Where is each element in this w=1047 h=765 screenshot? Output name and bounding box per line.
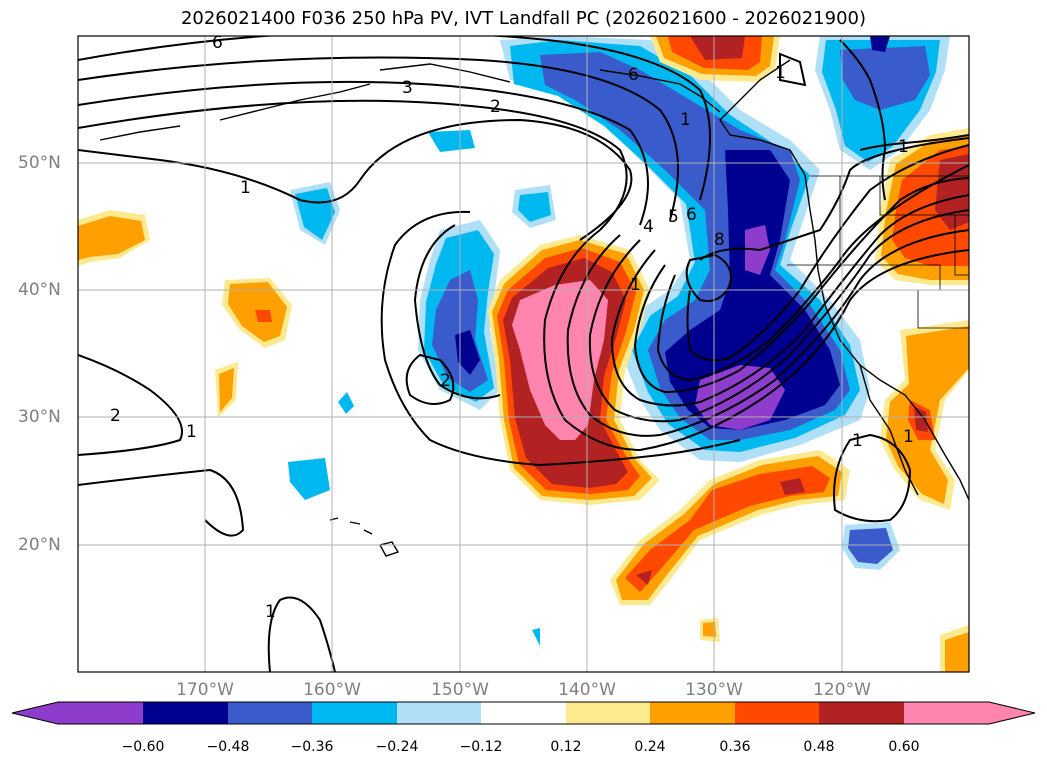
lon-label-140w: 140°W [558, 680, 616, 700]
colorbar-cell [481, 702, 566, 724]
colorbar-cell [12, 702, 143, 724]
contour-label: 3 [402, 78, 413, 98]
contour-label: 1 [775, 63, 786, 83]
colorbar-cell [566, 702, 650, 724]
contour-label: 6 [628, 65, 639, 85]
colorbar-tick-label: −0.60 [121, 739, 165, 755]
colorbar-tick-label: −0.24 [375, 739, 419, 755]
colorbar-cell [650, 702, 735, 724]
contour-label: 1 [680, 110, 691, 130]
lon-label-130w: 130°W [685, 680, 743, 700]
colorbar-cell [735, 702, 819, 724]
contour-label: 2 [490, 97, 501, 117]
contour-label: 1 [240, 178, 251, 198]
lat-label-50n: 50°N [18, 153, 61, 173]
lat-label-20n: 20°N [18, 535, 61, 555]
colorbar-tick-label: 0.24 [634, 739, 666, 755]
colorbar-tick-label: 0.48 [803, 739, 835, 755]
contour-label: 1 [852, 431, 863, 451]
colorbar-cell [819, 702, 904, 724]
lon-label-160w: 160°W [303, 680, 361, 700]
lat-label-40n: 40°N [18, 280, 61, 300]
map-frame [77, 35, 970, 673]
contour-label: 1 [898, 137, 909, 157]
contour-label: 2 [110, 406, 121, 426]
coastlines [99, 59, 969, 557]
pv-contours [78, 36, 969, 672]
contour-label: 2 [440, 371, 451, 391]
contour-label: 1 [903, 427, 914, 447]
contour-labels: 6 3 2 1 1 2 1 4 5 6 8 1 2 1 1 6 1 1 1 [110, 33, 914, 622]
colorbar-tick-label: 0.12 [550, 739, 582, 755]
colorbar-cell [904, 702, 1035, 724]
lat-label-30n: 30°N [18, 407, 61, 427]
lon-label-150w: 150°W [431, 680, 489, 700]
colorbar-cell [397, 702, 481, 724]
pv-ivt-map: 6 3 2 1 1 2 1 4 5 6 8 1 2 1 1 6 1 1 1 [77, 33, 970, 673]
colorbar-cell [143, 702, 228, 724]
colorbar-tick-label: 0.60 [888, 739, 920, 755]
lon-label-120w: 120°W [813, 680, 871, 700]
contour-label: 4 [643, 217, 654, 237]
colorbar-cell [312, 702, 397, 724]
contour-label: 1 [265, 602, 276, 622]
graticule [78, 36, 969, 672]
map-title: 2026021400 F036 250 hPa PV, IVT Landfall… [180, 8, 867, 29]
colorbar [11, 701, 1036, 725]
contour-label: 5 [668, 207, 679, 227]
contour-label: 6 [686, 205, 697, 225]
colorbar-tick-label: 0.36 [719, 739, 751, 755]
contour-label: 1 [186, 422, 197, 442]
contour-label: 6 [212, 33, 223, 53]
contour-label: 1 [630, 275, 641, 295]
colorbar-tick-label: −0.48 [206, 739, 250, 755]
contour-label: 8 [714, 230, 725, 250]
colorbar-tick-label: −0.36 [290, 739, 334, 755]
colorbar-tick-label: −0.12 [459, 739, 503, 755]
lon-label-170w: 170°W [176, 680, 234, 700]
colorbar-cell [228, 702, 312, 724]
